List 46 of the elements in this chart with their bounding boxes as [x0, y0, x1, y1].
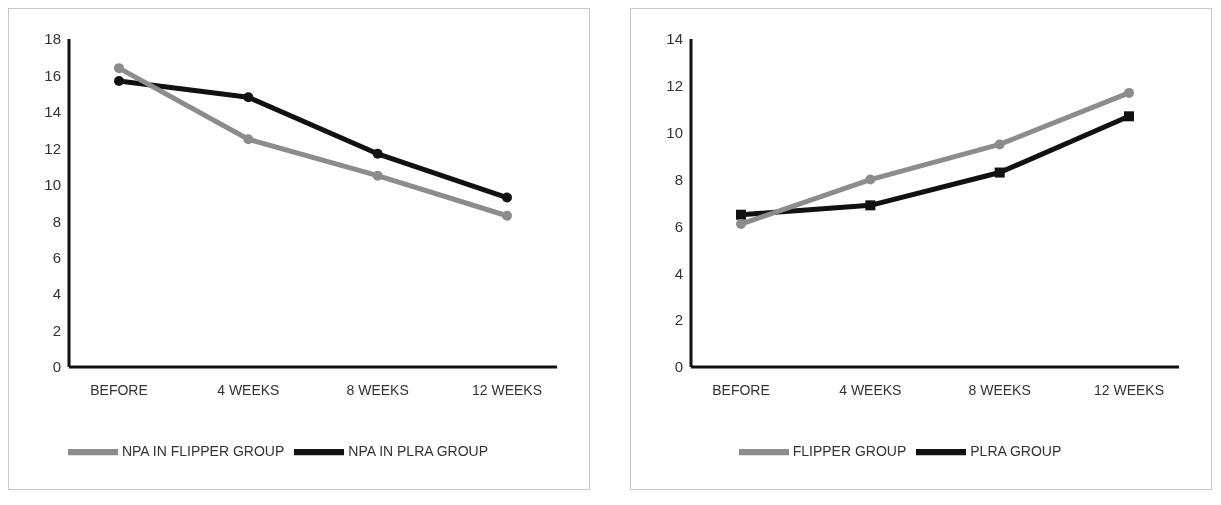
point	[865, 174, 876, 185]
point	[243, 92, 254, 103]
point	[736, 209, 746, 220]
x-tick-label: 8 WEEKS	[346, 381, 409, 398]
y-tick-label: 14	[44, 103, 61, 121]
x-tick-label: BEFORE	[90, 381, 148, 398]
y-tick-label: 16	[44, 66, 61, 84]
y-tick-label: 14	[666, 30, 683, 48]
point	[114, 63, 124, 74]
x-tick-label: 12 WEEKS	[471, 381, 543, 398]
y-tick-label: 2	[674, 311, 683, 329]
y-tick-label: 0	[674, 358, 683, 376]
y-tick-label: 4	[674, 264, 683, 282]
point	[1124, 111, 1134, 122]
point	[372, 148, 383, 159]
y-tick-label: 8	[52, 212, 61, 230]
y-tick-label: 8	[674, 170, 683, 188]
x-tick-label: 4 WEEKS	[217, 381, 280, 398]
y-tick-label: 2	[52, 321, 61, 339]
x-tick-label: BEFORE	[712, 381, 770, 398]
y-tick-label: 0	[52, 358, 61, 376]
x-tick-label: 8 WEEKS	[968, 381, 1031, 398]
y-tick-label: 12	[44, 139, 61, 157]
legend-label: NPA IN PLRA GROUP	[348, 442, 489, 459]
point	[736, 219, 746, 230]
x-tick-label: 4 WEEKS	[839, 381, 902, 398]
legend-label: PLRA GROUP	[970, 442, 1062, 459]
point	[865, 200, 876, 211]
point	[994, 139, 1005, 150]
y-tick-label: 6	[52, 248, 61, 266]
y-tick-label: 6	[674, 217, 683, 235]
y-tick-label: 10	[44, 176, 61, 194]
point	[994, 167, 1005, 178]
point	[243, 134, 254, 145]
point	[502, 210, 512, 221]
x-tick-label: 12 WEEKS	[1093, 381, 1165, 398]
y-tick-label: 18	[44, 30, 61, 48]
point	[1124, 87, 1134, 98]
point	[114, 75, 124, 86]
y-tick-label: 10	[666, 124, 683, 142]
point	[372, 170, 383, 181]
y-tick-label: 12	[666, 77, 683, 95]
legend-label: FLIPPER GROUP	[792, 442, 907, 459]
y-tick-label: 4	[52, 285, 61, 303]
legend-label: NPA IN FLIPPER GROUP	[121, 442, 285, 459]
point	[502, 192, 512, 203]
